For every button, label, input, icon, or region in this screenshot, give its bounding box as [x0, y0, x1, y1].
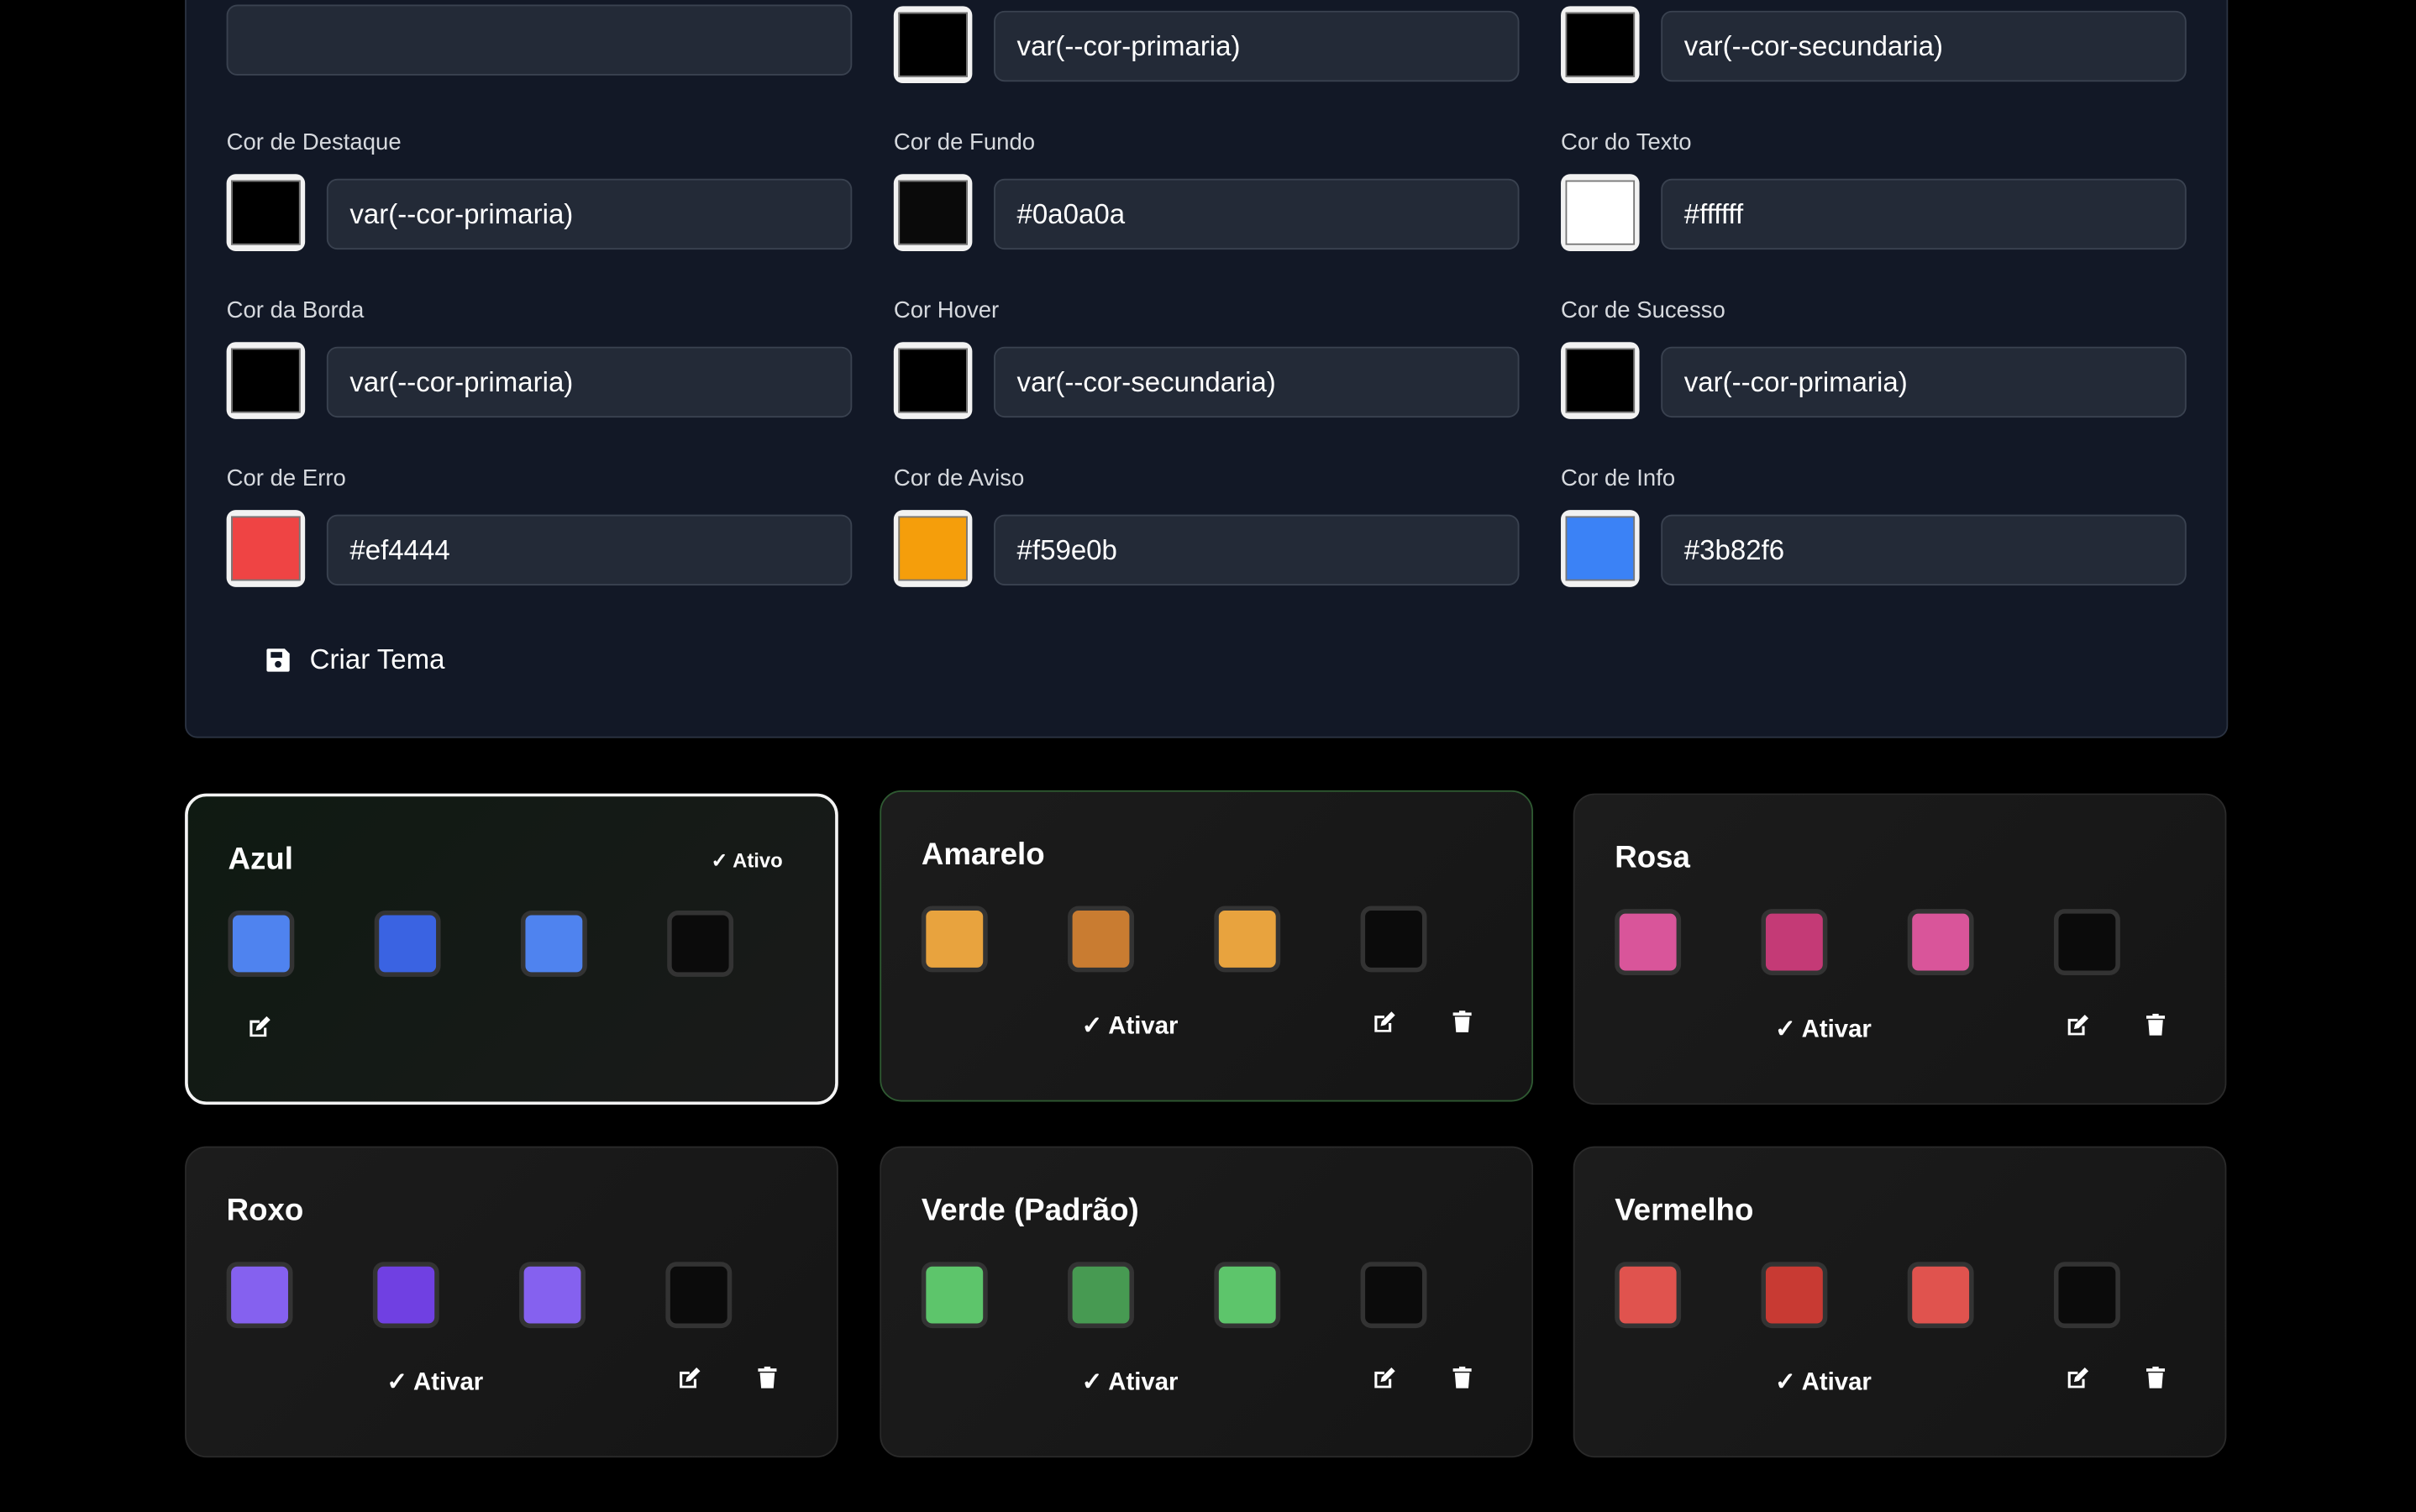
color-picker[interactable]	[1561, 174, 1640, 251]
activate-theme-button[interactable]: ✓ Ativar	[1081, 1013, 1179, 1041]
color-picker[interactable]	[1561, 342, 1640, 419]
color-value-input[interactable]: #ffffff	[1661, 178, 2187, 250]
edit-icon[interactable]	[246, 1014, 274, 1042]
theme-color-swatch	[1615, 909, 1682, 976]
theme-name: Azul	[228, 843, 293, 877]
edit-icon[interactable]	[676, 1365, 704, 1393]
color-picker[interactable]	[893, 510, 973, 587]
theme-name: Amarelo	[921, 837, 1045, 873]
theme-card[interactable]: Amarelo ✓ Ativar	[880, 790, 1534, 1102]
color-preview	[898, 180, 968, 245]
color-preview	[1565, 516, 1636, 581]
color-preview	[898, 348, 968, 413]
theme-card[interactable]: Azul ✓ Ativo	[185, 793, 838, 1105]
active-status-badge: ✓ Ativo	[711, 848, 783, 873]
color-value-input[interactable]: #f59e0b	[994, 514, 1520, 585]
color-preview	[1565, 180, 1636, 245]
activate-theme-button[interactable]: ✓ Ativar	[1774, 1369, 1872, 1396]
theme-name: Verde (Padrão)	[921, 1194, 1139, 1228]
color-value-input[interactable]: var(--cor-primaria)	[1661, 346, 2187, 418]
color-value-input[interactable]: var(--cor-primaria)	[994, 10, 1520, 82]
theme-color-swatch	[2053, 909, 2120, 976]
color-value-input[interactable]: var(--cor-primaria)	[326, 346, 853, 418]
theme-name: Roxo	[226, 1194, 304, 1228]
theme-color-swatch	[226, 1262, 293, 1329]
theme-color-swatch	[667, 911, 734, 977]
theme-color-swatch	[1761, 909, 1828, 976]
theme-name: Rosa	[1615, 841, 1690, 875]
field-label: Cor de Sucesso	[1561, 297, 1725, 324]
color-preview	[231, 348, 301, 413]
color-picker[interactable]	[1561, 510, 1640, 587]
theme-color-swatch	[374, 911, 441, 977]
edit-icon[interactable]	[2065, 1365, 2093, 1393]
text-input[interactable]	[226, 4, 853, 76]
field-label: Cor Hover	[893, 297, 1000, 324]
theme-color-swatch	[1214, 906, 1281, 973]
theme-color-swatch	[1907, 1262, 1974, 1329]
color-preview	[231, 516, 301, 581]
color-picker[interactable]	[893, 342, 973, 419]
color-picker[interactable]	[226, 174, 306, 251]
theme-color-swatch	[921, 906, 988, 973]
trash-icon[interactable]	[1450, 1365, 1478, 1393]
create-theme-label: Criar Tema	[309, 643, 445, 675]
theme-color-swatch	[1068, 1262, 1134, 1329]
field-label: Cor de Aviso	[893, 465, 1025, 492]
field-label: Cor de Destaque	[226, 129, 402, 156]
color-value-input[interactable]: #ef4444	[326, 514, 853, 585]
color-picker[interactable]	[226, 510, 306, 587]
theme-color-swatch	[519, 1262, 586, 1329]
color-value-input[interactable]: var(--cor-secundaria)	[1661, 10, 2187, 82]
theme-color-swatch	[1068, 906, 1134, 973]
theme-color-swatch	[1360, 1262, 1427, 1329]
field-label: Cor da Borda	[226, 297, 365, 324]
activate-theme-button[interactable]: ✓ Ativar	[1774, 1016, 1872, 1043]
theme-color-swatch	[1360, 906, 1427, 973]
theme-color-swatch	[228, 911, 295, 977]
trash-icon[interactable]	[2143, 1365, 2171, 1393]
trash-icon[interactable]	[1450, 1009, 1478, 1037]
color-preview	[1565, 12, 1636, 77]
theme-card[interactable]: Vermelho ✓ Ativar	[1573, 1146, 2227, 1458]
color-picker[interactable]	[226, 342, 306, 419]
theme-color-swatch	[520, 911, 587, 977]
color-picker[interactable]	[893, 174, 973, 251]
color-preview	[1565, 348, 1636, 413]
theme-color-swatch	[1761, 1262, 1828, 1329]
theme-color-swatch	[372, 1262, 439, 1329]
trash-icon[interactable]	[2143, 1012, 2171, 1040]
theme-card[interactable]: Verde (Padrão) ✓ Ativar	[880, 1146, 1534, 1458]
color-picker[interactable]	[893, 6, 973, 84]
theme-color-swatch	[1214, 1262, 1281, 1329]
activate-theme-button[interactable]: ✓ Ativar	[1081, 1369, 1179, 1396]
theme-color-swatch	[2053, 1262, 2120, 1329]
activate-theme-button[interactable]: ✓ Ativar	[386, 1369, 484, 1396]
color-preview	[898, 516, 968, 581]
field-label: Cor de Erro	[226, 465, 346, 492]
create-theme-button[interactable]: Criar Tema	[265, 643, 445, 677]
theme-card[interactable]: Roxo ✓ Ativar	[185, 1146, 838, 1458]
field-label: Cor de Fundo	[893, 129, 1036, 156]
edit-icon[interactable]	[2065, 1012, 2093, 1040]
trash-icon[interactable]	[755, 1365, 783, 1393]
color-value-input[interactable]: var(--cor-primaria)	[326, 178, 853, 250]
color-value-input[interactable]: var(--cor-secundaria)	[994, 346, 1520, 418]
color-preview	[898, 12, 968, 77]
save-icon	[266, 648, 290, 672]
field-label: Cor de Info	[1561, 465, 1676, 492]
edit-icon[interactable]	[1371, 1365, 1399, 1393]
theme-color-swatch	[921, 1262, 988, 1329]
field-label: Cor do Texto	[1561, 129, 1692, 156]
color-picker[interactable]	[1561, 6, 1640, 84]
edit-icon[interactable]	[1371, 1009, 1399, 1037]
color-value-input[interactable]: #0a0a0a	[994, 178, 1520, 250]
color-value-input[interactable]: #3b82f6	[1661, 514, 2187, 585]
theme-card[interactable]: Rosa ✓ Ativar	[1573, 793, 2227, 1105]
color-preview	[231, 180, 301, 245]
theme-color-swatch	[1615, 1262, 1682, 1329]
theme-color-swatch	[1907, 909, 1974, 976]
theme-color-swatch	[665, 1262, 733, 1329]
theme-name: Vermelho	[1615, 1194, 1754, 1228]
